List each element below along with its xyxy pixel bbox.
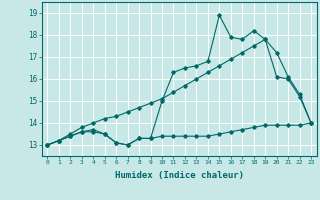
X-axis label: Humidex (Indice chaleur): Humidex (Indice chaleur)	[115, 171, 244, 180]
